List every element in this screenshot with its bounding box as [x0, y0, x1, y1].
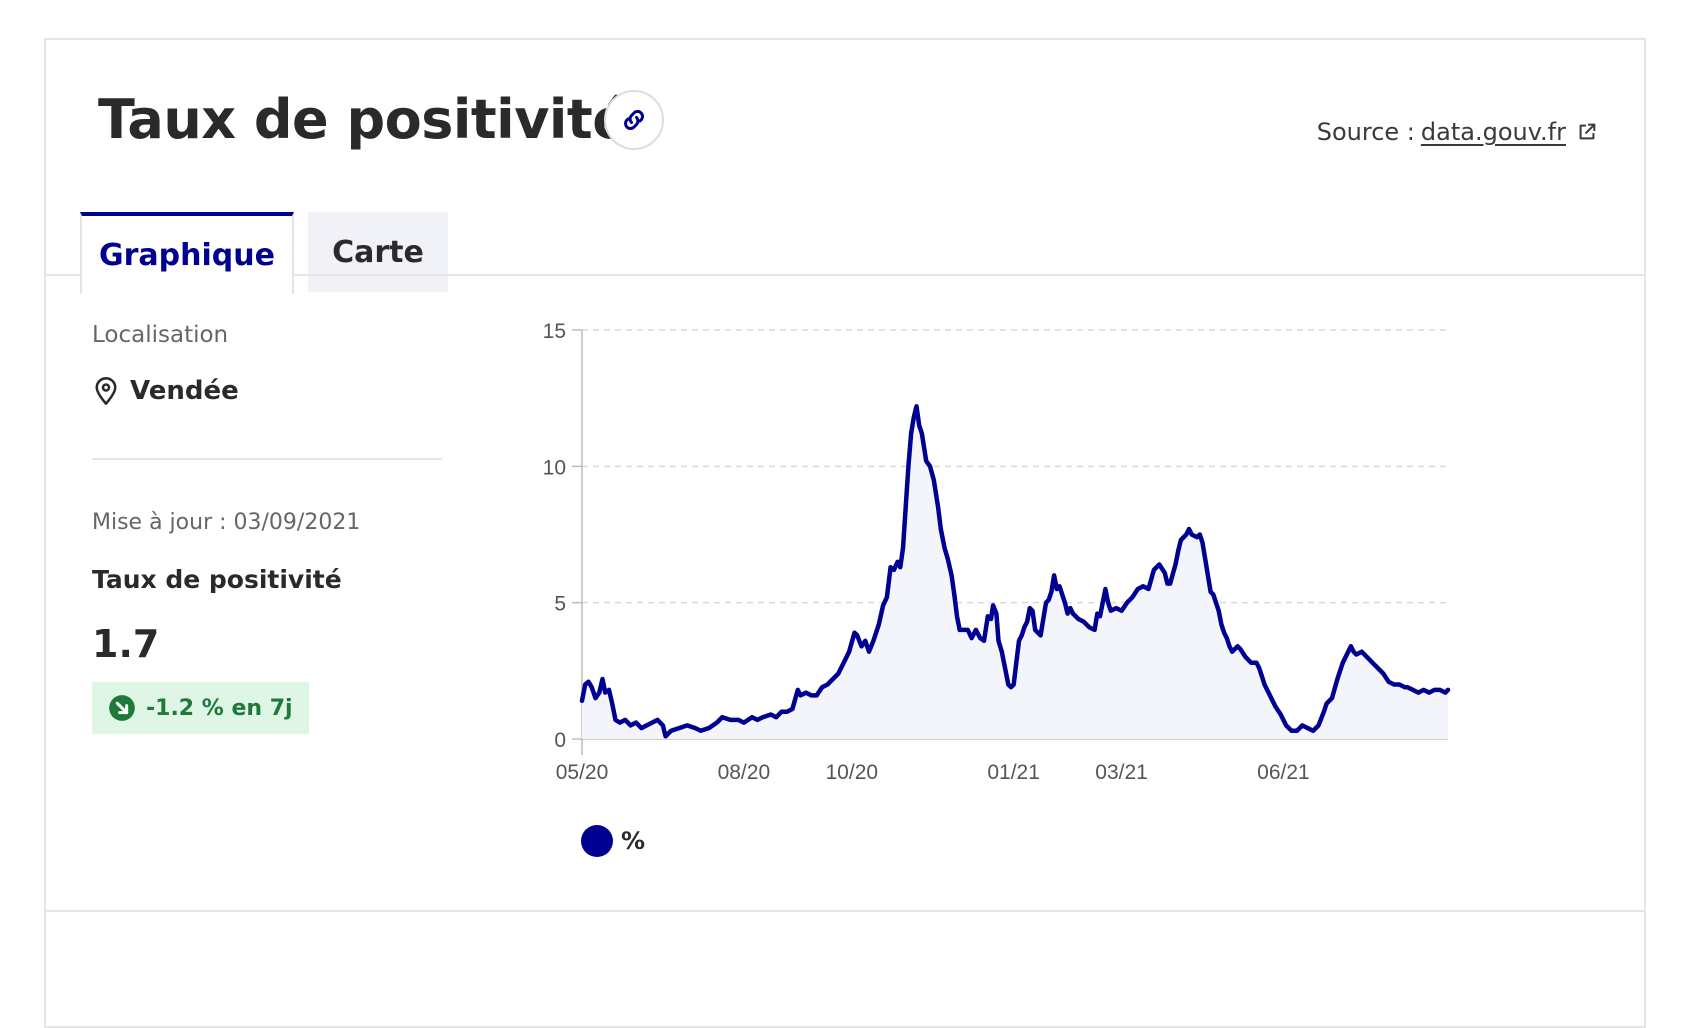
- y-tick-label: 5: [554, 593, 566, 616]
- series-area-0: [582, 406, 1448, 739]
- x-tick-label: 10/20: [826, 761, 879, 784]
- chart-legend: %: [581, 825, 645, 857]
- x-tick-label: 06/21: [1257, 761, 1310, 784]
- x-tick-label: 05/20: [556, 761, 609, 784]
- source-link[interactable]: data.gouv.fr: [1420, 118, 1566, 146]
- source-label: Source :: [1316, 118, 1415, 146]
- y-tick-label: 10: [543, 456, 566, 479]
- sidebar-divider: [92, 458, 442, 460]
- source-line: Source : data.gouv.fr: [1317, 118, 1598, 146]
- legend-label: %: [621, 827, 646, 855]
- card-bottom-divider: [46, 910, 1644, 912]
- indicator-card: Taux de positivité Source : data.gouv.fr…: [44, 38, 1646, 1028]
- update-date: Mise à jour : 03/09/2021: [92, 510, 361, 535]
- trend-badge: -1.2 % en 7j: [92, 682, 309, 734]
- trend-text: -1.2 % en 7j: [146, 695, 293, 721]
- sidebar-panel: Localisation Vendée Mise à jour : 03/09/…: [92, 322, 442, 734]
- x-tick-label: 08/20: [718, 761, 771, 784]
- kpi-label: Taux de positivité: [92, 565, 342, 594]
- positivity-chart: 0 5 10 15 05/20 08/20 10/20 01/21 03/21 06/21: [543, 320, 1451, 784]
- location-value: Vendée: [92, 376, 442, 406]
- location-name: Vendée: [130, 376, 239, 406]
- tab-graphique[interactable]: Graphique: [80, 212, 294, 294]
- location-label: Localisation: [92, 322, 229, 348]
- tab-carte[interactable]: Carte: [308, 212, 448, 292]
- tabs-divider: [46, 274, 1644, 276]
- external-link-icon: [1576, 121, 1598, 143]
- tab-bar: Graphique Carte: [80, 212, 448, 294]
- kpi-value: 1.7: [92, 622, 160, 666]
- legend-swatch: [581, 825, 613, 857]
- y-tick-label: 0: [554, 729, 566, 752]
- series-line-0: [579, 404, 1451, 739]
- arrow-down-right-icon: [109, 695, 135, 721]
- x-tick-label: 01/21: [987, 761, 1040, 784]
- y-tick-label: 15: [543, 320, 566, 343]
- x-tick-label: 03/21: [1095, 761, 1148, 784]
- map-pin-icon: [95, 377, 117, 405]
- link-icon: [624, 110, 644, 130]
- page-title: Taux de positivité: [98, 88, 629, 151]
- copy-link-button[interactable]: [604, 90, 664, 150]
